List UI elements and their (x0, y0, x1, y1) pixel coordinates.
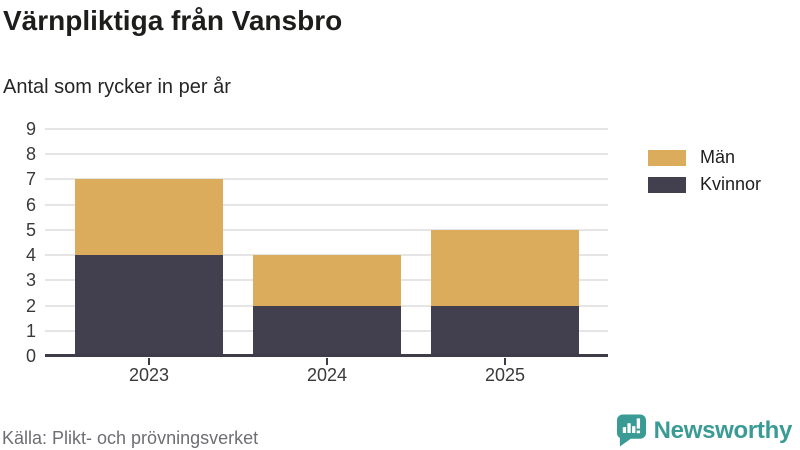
x-axis-tick-label-2024: 2024 (306, 365, 348, 385)
x-axis-tick-label-2023: 2023 (128, 365, 170, 385)
x-axis-line (45, 354, 608, 357)
bar-2024-män (253, 255, 401, 306)
bar-2023-män (75, 179, 223, 256)
gridline-y8 (45, 153, 608, 156)
x-axis-labels: 2023 2024 2025 (45, 365, 608, 389)
y-axis-labels: 0 1 2 3 4 5 6 7 8 9 (0, 119, 36, 366)
bar-2024-kvinnor (253, 305, 401, 356)
legend-label-kvinnor: Kvinnor (700, 174, 762, 194)
y-axis-tick-label-6: 6 (25, 194, 36, 215)
x-axis-tick-2025 (504, 358, 506, 365)
x-axis-tick-2024 (326, 358, 328, 365)
gridline-y6 (45, 203, 608, 206)
y-axis-tick-label-9: 9 (25, 119, 36, 139)
source-text: Källa: Plikt- och prövningsverket (2, 428, 259, 448)
x-axis-tick-2023 (148, 358, 150, 365)
y-axis-tick-label-0: 0 (25, 346, 36, 366)
x-axis-tick-label-2025: 2025 (484, 365, 526, 385)
gridline-y5 (45, 228, 608, 231)
legend-item-män: Män (648, 147, 761, 167)
chart-subtitle: Antal som rycker in per år (3, 76, 231, 98)
plot-area (45, 128, 608, 357)
bar-2025-kvinnor (431, 305, 579, 356)
legend-label-män: Män (700, 147, 736, 167)
bar-2023-kvinnor (75, 255, 223, 356)
legend-swatch-män (648, 149, 686, 166)
y-axis-tick-label-4: 4 (25, 245, 36, 266)
y-axis-tick-label-7: 7 (25, 169, 36, 190)
chart-title: Värnpliktiga från Vansbro (3, 5, 343, 36)
bar-2025-män (431, 229, 579, 306)
y-axis-tick-label-1: 1 (25, 320, 36, 341)
gridline-y9 (45, 128, 608, 130)
gridline-y7 (45, 178, 608, 181)
y-axis-tick-label-8: 8 (25, 144, 36, 165)
y-axis-tick-label-5: 5 (25, 219, 36, 240)
legend-swatch-kvinnor (648, 176, 686, 193)
newsworthy-brand: Newsworthy (616, 414, 792, 448)
brand-name: Newsworthy (653, 417, 793, 444)
y-axis-tick-label-2: 2 (25, 295, 36, 316)
legend-item-kvinnor: Kvinnor (648, 174, 762, 194)
y-axis-tick-label-3: 3 (25, 270, 36, 291)
newsworthy-logo-icon (616, 414, 646, 447)
legend: Män Kvinnor (648, 147, 762, 203)
